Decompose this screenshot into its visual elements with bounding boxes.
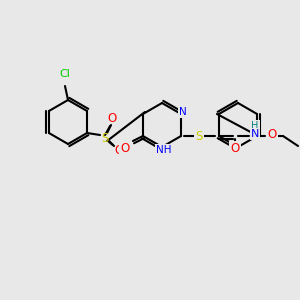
Text: O: O	[267, 128, 277, 142]
Text: N: N	[251, 129, 259, 139]
Text: H: H	[251, 121, 259, 131]
Text: O: O	[120, 142, 130, 154]
Text: S: S	[101, 131, 109, 145]
Text: Cl: Cl	[60, 69, 70, 79]
Text: NH: NH	[156, 145, 172, 155]
Text: S: S	[195, 130, 203, 142]
Text: N: N	[179, 107, 187, 117]
Text: O: O	[107, 112, 117, 125]
Text: O: O	[230, 142, 240, 155]
Text: O: O	[114, 143, 124, 157]
